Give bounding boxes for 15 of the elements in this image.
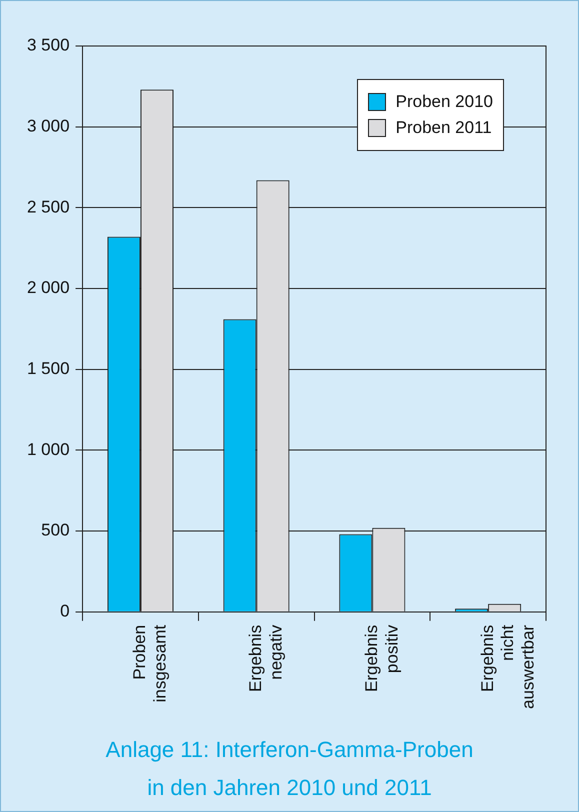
y-tick-label: 3 500 xyxy=(26,36,70,55)
x-tick-label: Ergebnis negativ xyxy=(246,624,286,692)
y-tick-label: 0 xyxy=(60,602,70,621)
y-tick-label: 3 000 xyxy=(26,116,70,136)
legend-label: Proben 2010 xyxy=(396,92,493,112)
y-tick-label: 2 000 xyxy=(26,278,70,298)
text: Anlage 11: Interferon-Gamma-Proben in den Jahren 2010 und 2011 xyxy=(104,736,474,802)
y-tick-label: 1 000 xyxy=(26,440,70,459)
y-tick-label: 1 500 xyxy=(26,359,70,378)
x-tick-label: Ergebnis positiv xyxy=(362,624,402,692)
y-tick-label: 2 500 xyxy=(26,197,70,216)
y-tick-label: 500 xyxy=(41,520,70,540)
legend-label: Proben 2011 xyxy=(396,118,492,138)
x-tick-label: Proben insgesamt xyxy=(130,624,170,702)
x-tick-label: Ergebnis nicht auswertbar xyxy=(478,624,538,710)
